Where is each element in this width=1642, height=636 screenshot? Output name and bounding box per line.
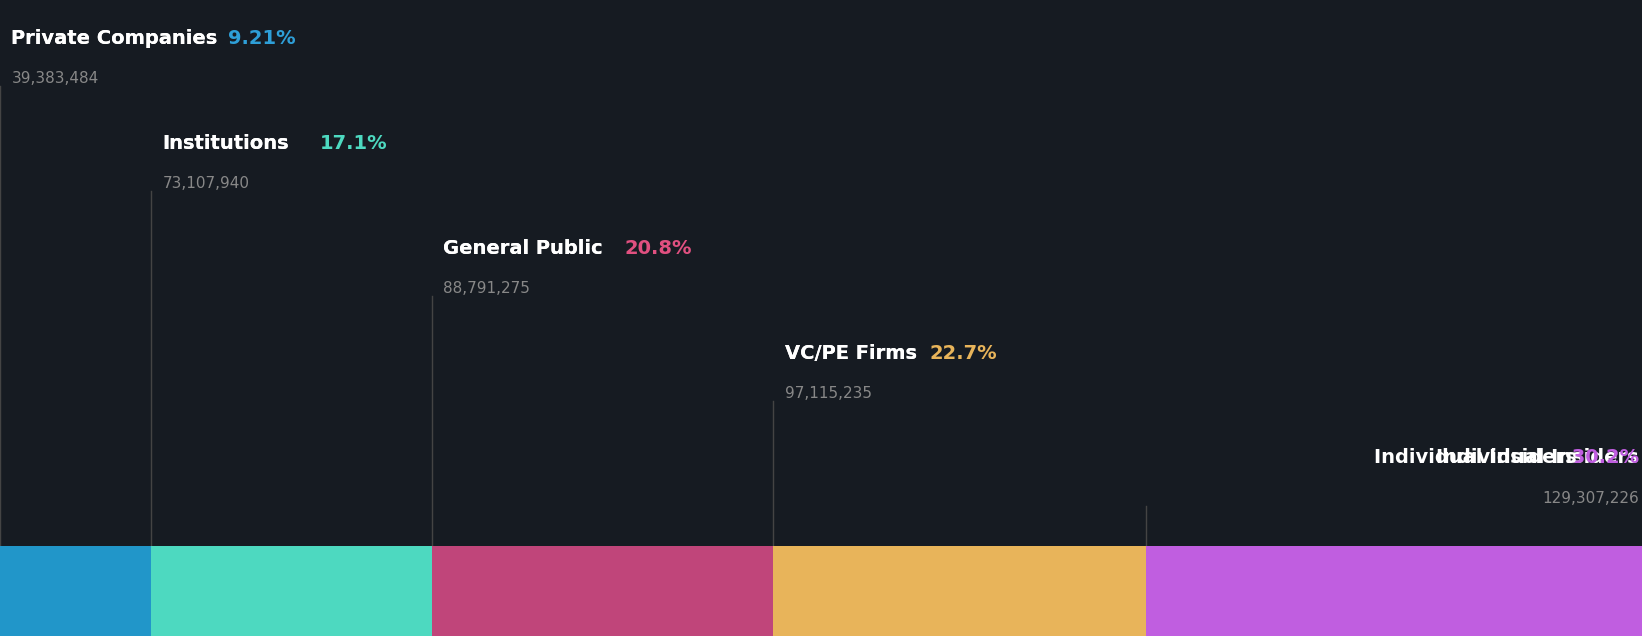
Text: 22.7%: 22.7% [929,343,998,363]
Text: Institutions: Institutions [163,134,289,153]
Text: 30.2%: 30.2% [1565,448,1639,467]
Text: 9.21%: 9.21% [228,29,296,48]
Text: 129,307,226: 129,307,226 [1542,490,1639,506]
Text: 17.1%: 17.1% [320,134,388,153]
Text: 88,791,275: 88,791,275 [443,280,530,296]
Bar [432,546,773,636]
Text: General Public: General Public [443,238,603,258]
Text: VC/PE Firms: VC/PE Firms [785,343,916,363]
Text: VC/PE Firms: VC/PE Firms [785,343,916,363]
Text: 39,383,484: 39,383,484 [11,71,99,86]
Text: General Public: General Public [443,238,603,258]
Text: Institutions: Institutions [163,134,289,153]
Bar [151,546,432,636]
Text: Private Companies: Private Companies [11,29,218,48]
Bar [773,546,1146,636]
Text: 97,115,235: 97,115,235 [785,385,872,401]
Text: 73,107,940: 73,107,940 [163,176,250,191]
Text: 20.8%: 20.8% [624,238,691,258]
Text: Private Companies: Private Companies [11,29,218,48]
Bar [0,546,151,636]
Text: Individual Insiders: Individual Insiders [1437,448,1639,467]
Bar [1146,546,1642,636]
Text: Individual Insiders: Individual Insiders [1374,448,1576,467]
